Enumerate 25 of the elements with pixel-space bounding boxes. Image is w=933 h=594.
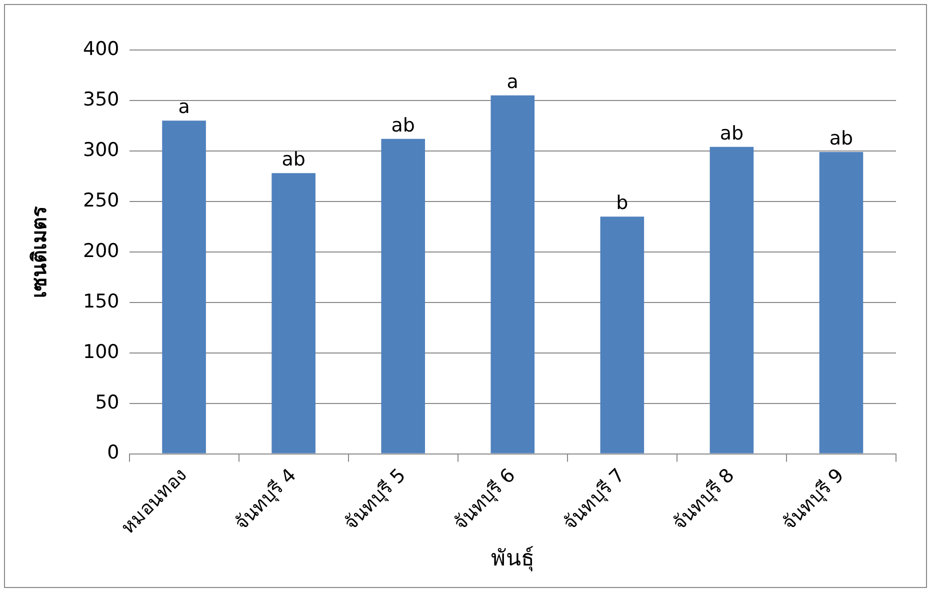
bar [710, 146, 754, 454]
y-tick-label: 300 [83, 138, 120, 161]
y-tick-label: 350 [83, 88, 120, 110]
y-tick-label: 250 [83, 189, 120, 212]
annotation: ab [282, 148, 306, 171]
bar [490, 95, 535, 454]
bar [600, 216, 644, 454]
bar [162, 120, 206, 454]
annotation: ab [391, 114, 415, 136]
bar [819, 152, 864, 454]
y-tick-label: 0 [107, 442, 120, 464]
y-tick-label: 400 [83, 38, 120, 60]
annotation: a [506, 70, 518, 93]
bar [381, 138, 426, 454]
annotation: ab [829, 127, 854, 150]
y-tick-label: 50 [95, 391, 120, 414]
x-axis-title: พันธุ์ [491, 546, 534, 572]
y-tick-label: 200 [83, 240, 120, 262]
y-tick-label: 100 [83, 340, 120, 363]
bar [272, 173, 316, 454]
y-tick-label: 150 [83, 290, 120, 312]
annotation: ab [720, 122, 744, 144]
annotation: a [178, 96, 190, 118]
annotation: b [616, 192, 628, 214]
y-axis-title: เซนติเมตร [27, 206, 52, 298]
